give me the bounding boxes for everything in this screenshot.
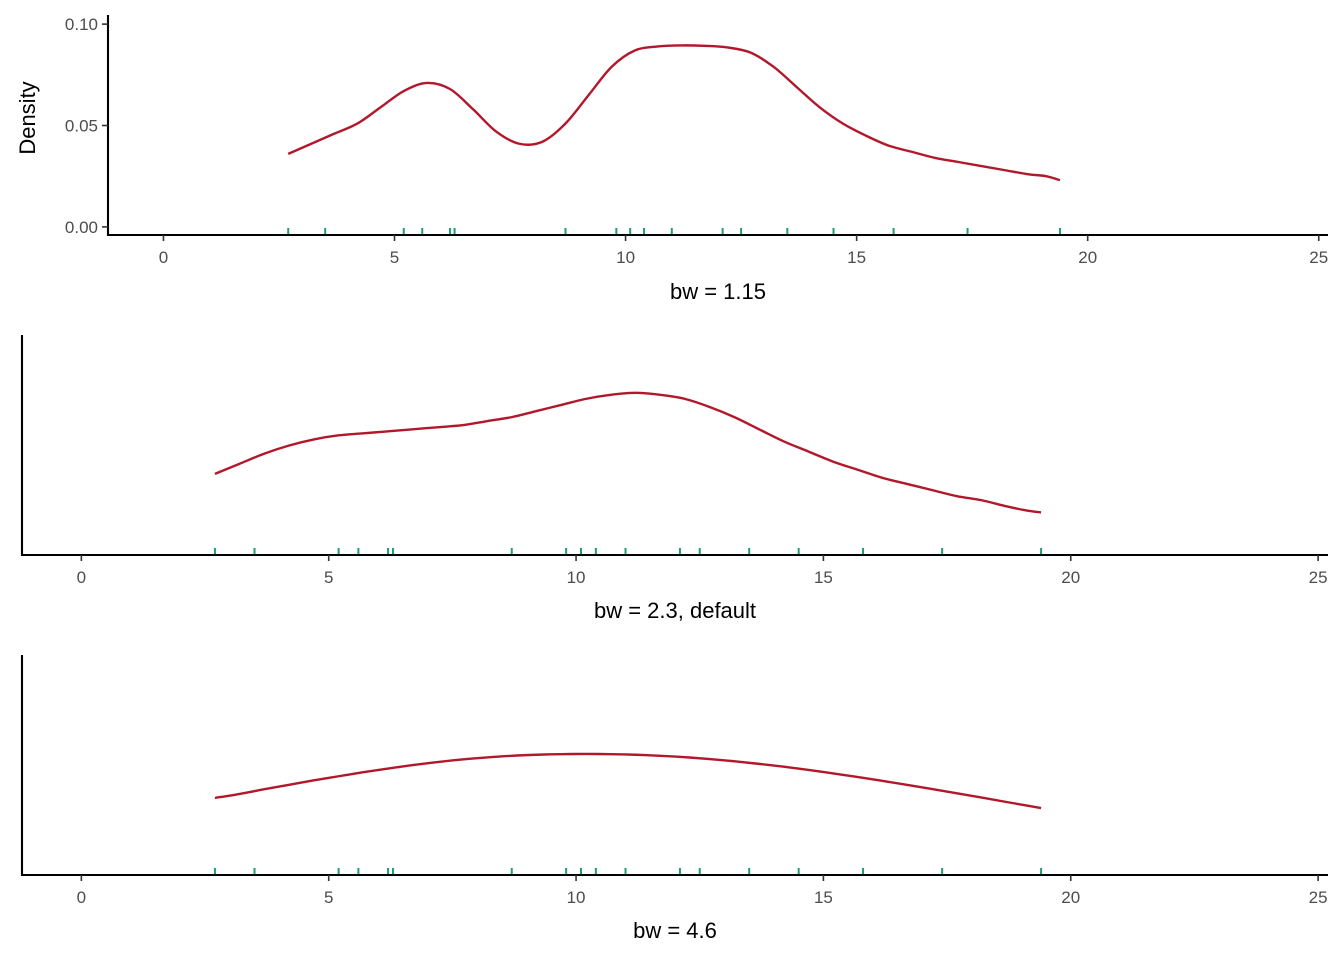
x-tick-label: 10	[567, 888, 586, 907]
density-curve	[214, 752, 1042, 810]
x-tick-label: 15	[814, 888, 833, 907]
x-tick-label: 20	[1061, 888, 1080, 907]
density-curve	[214, 391, 1042, 514]
y-axis-title: Density	[15, 81, 40, 154]
density-curve	[287, 44, 1061, 182]
x-axis-title: bw = 2.3, default	[594, 598, 756, 623]
x-tick-label: 25	[1309, 888, 1328, 907]
x-tick-label: 10	[567, 568, 586, 587]
x-tick-label: 5	[324, 568, 333, 587]
x-tick-label: 25	[1309, 568, 1328, 587]
x-axis-title: bw = 4.6	[633, 918, 717, 943]
x-tick-label: 15	[814, 568, 833, 587]
panel-2: 0 5 10 15 20 25 bw = 2.3, default	[20, 335, 1328, 623]
x-tick-label: 0	[159, 248, 168, 267]
x-tick-label: 5	[324, 888, 333, 907]
x-axis-title: bw = 1.15	[670, 279, 766, 304]
x-tick-label: 20	[1078, 248, 1097, 267]
x-tick-label: 0	[77, 568, 86, 587]
x-tick-label: 5	[390, 248, 399, 267]
y-tick-label: 0.00	[65, 218, 98, 237]
x-tick-label: 0	[77, 888, 86, 907]
x-tick-label: 15	[847, 248, 866, 267]
y-tick-label: 0.10	[65, 15, 98, 34]
x-tick-label: 20	[1061, 568, 1080, 587]
panel-3: 0 5 10 15 20 25 bw = 4.6	[20, 655, 1328, 943]
panel-1: 0 5 10 15 20 25 0.00 0.05 0.10 bw = 1.15 Density	[15, 15, 1328, 304]
y-tick-label: 0.05	[65, 117, 98, 136]
x-tick-label: 25	[1309, 248, 1328, 267]
x-tick-label: 10	[616, 248, 635, 267]
